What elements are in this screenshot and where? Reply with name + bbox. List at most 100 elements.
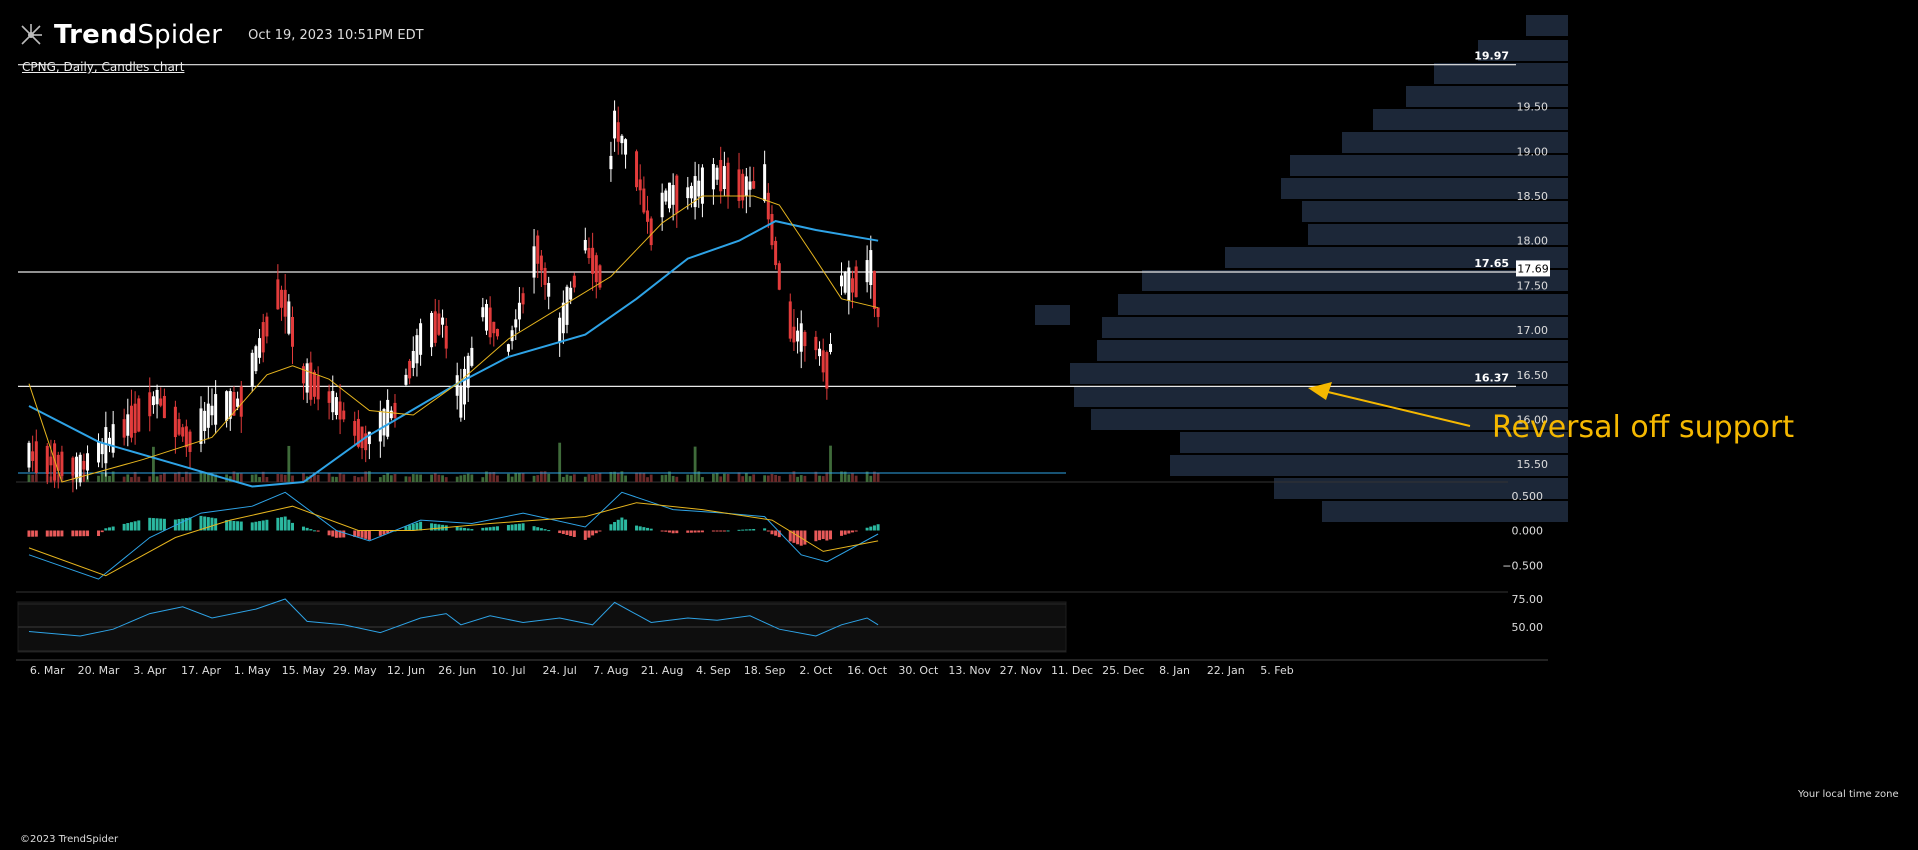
x-axis-tick: 18. Sep [744,664,786,677]
macd-histogram-bar [565,530,569,536]
candle-body [766,192,770,220]
volume-bar [313,472,316,482]
candle-body [613,110,617,139]
volume-bar [492,471,496,482]
macd-histogram-bar [338,530,342,538]
candle-body [506,344,510,352]
macd-histogram-bar [569,530,573,536]
macd-histogram-bar [660,530,664,532]
volume-bar [155,476,159,482]
candle-body [305,363,309,393]
candle-body [71,457,75,476]
candle-body [181,427,185,437]
volume-bar [543,471,547,482]
candle-body [774,240,778,266]
candle-body [97,441,101,463]
volume-bar [254,474,258,482]
candle-body [177,419,181,435]
candle-body [664,190,668,202]
macd-histogram-bar [203,516,207,531]
candle-body [459,385,463,418]
macd-axis-tick: 0.000 [1512,525,1544,538]
volume-bar [232,471,236,482]
volume-bars [27,442,880,482]
volume-bar [137,476,141,482]
volume-bar [437,474,441,482]
candle-body [569,287,573,300]
volume-bar [675,476,679,482]
candle-body [162,395,166,419]
volume-bar [697,471,701,482]
volume-bar [624,475,627,482]
macd-histogram-bar [594,530,598,534]
macd-histogram-bar [850,530,854,533]
volume-bar [763,475,767,482]
volume-bar [342,474,346,482]
volume-bar [646,477,649,482]
macd-histogram-bar [744,529,748,531]
x-axis-tick: 12. Jun [387,664,425,677]
volume-bar [408,476,412,482]
volume-bar [393,474,397,482]
candle-body [583,239,587,251]
macd-histogram-bar [316,530,320,532]
candle-body [199,408,203,444]
candle-body [411,350,415,368]
macd-histogram-bar [331,530,335,537]
volume-bar [587,474,591,482]
macd-histogram-bar [419,521,423,531]
volume-profile-bar [1097,340,1568,361]
volume-profile-bar [1274,478,1568,499]
volume-bar [148,476,152,482]
volume-bar [364,471,368,482]
volume-bar [719,476,723,482]
volume-profile-bar [1434,63,1568,84]
candle-body [488,307,492,338]
candle-body [803,331,807,347]
macd-histogram-bar [536,527,540,531]
volume-bar [558,442,562,482]
price-axis-tick: 18.50 [1517,190,1549,203]
x-axis-tick: 8. Jan [1159,664,1190,677]
volume-profile-bar [1170,455,1568,476]
volume-bar [236,473,239,482]
candle-body [455,375,459,396]
volume-bar [104,473,108,482]
candle-body [250,352,254,386]
brand-bold: Trend [54,20,138,50]
copyright: ©2023 TrendSpider [20,834,119,845]
macd-histogram-bar [726,530,730,532]
macd-histogram-bar [184,517,188,531]
macd-histogram-bar [137,520,141,531]
volume-bar [210,473,214,482]
volume-profile-bar [1526,15,1568,36]
volume-bar [722,473,726,482]
candle-body [572,275,576,288]
macd-histogram-bar [60,530,64,537]
timezone-label[interactable]: Your local time zone [1798,789,1899,800]
volume-bar [111,471,115,482]
candle-body [86,453,90,471]
volume-bar [690,474,693,482]
candle-body [151,396,155,406]
volume-bar [466,473,470,482]
price-axis-tick: 17.00 [1517,324,1549,337]
candle-body [620,135,624,144]
macd-histogram-bar [664,530,668,532]
chart-subtitle[interactable]: CPNG, Daily, Candles chart [22,60,185,74]
volume-bar [591,474,595,482]
macd-histogram-bar [624,519,628,531]
candle-body [159,398,163,406]
candle-body [419,323,423,355]
last-price-label: 17.69 [1517,262,1549,275]
macd-axis-tick: −0.500 [1502,559,1543,572]
macd-histogram-bar [206,517,210,531]
candle-body [646,210,650,222]
candle-body [854,266,858,298]
candle-body [470,347,474,366]
volume-bar [514,473,518,482]
macd-histogram-bar [481,527,485,531]
rsi-axis-tick: 75.00 [1512,593,1544,606]
macd-histogram-bar [689,530,693,533]
macd-histogram-bar [752,528,756,531]
